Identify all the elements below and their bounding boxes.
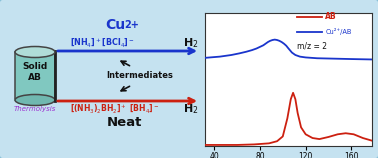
Text: [(NH$_3$)$_2$BH$_2$]$^+$ [BH$_4$]$^-$: [(NH$_3$)$_2$BH$_2$]$^+$ [BH$_4$]$^-$ bbox=[70, 102, 160, 115]
Bar bbox=[15, 52, 55, 100]
Ellipse shape bbox=[15, 94, 55, 106]
Text: 2+: 2+ bbox=[124, 20, 139, 30]
Text: m/z = 2: m/z = 2 bbox=[297, 42, 327, 51]
Text: Intermediates: Intermediates bbox=[107, 72, 174, 80]
Text: H$_2$: H$_2$ bbox=[183, 36, 199, 50]
Text: H$_2$: H$_2$ bbox=[183, 102, 199, 116]
Text: [NH$_4$]$^+$[BCl$_4$]$^-$: [NH$_4$]$^+$[BCl$_4$]$^-$ bbox=[70, 36, 135, 49]
Text: Solid
AB: Solid AB bbox=[22, 62, 48, 82]
Ellipse shape bbox=[15, 46, 55, 58]
Text: AB: AB bbox=[325, 12, 337, 21]
Text: Cu²⁺/AB: Cu²⁺/AB bbox=[325, 28, 352, 35]
Text: Neat: Neat bbox=[107, 116, 143, 129]
Text: Cu: Cu bbox=[105, 18, 125, 32]
Text: Thermolysis: Thermolysis bbox=[14, 106, 56, 112]
